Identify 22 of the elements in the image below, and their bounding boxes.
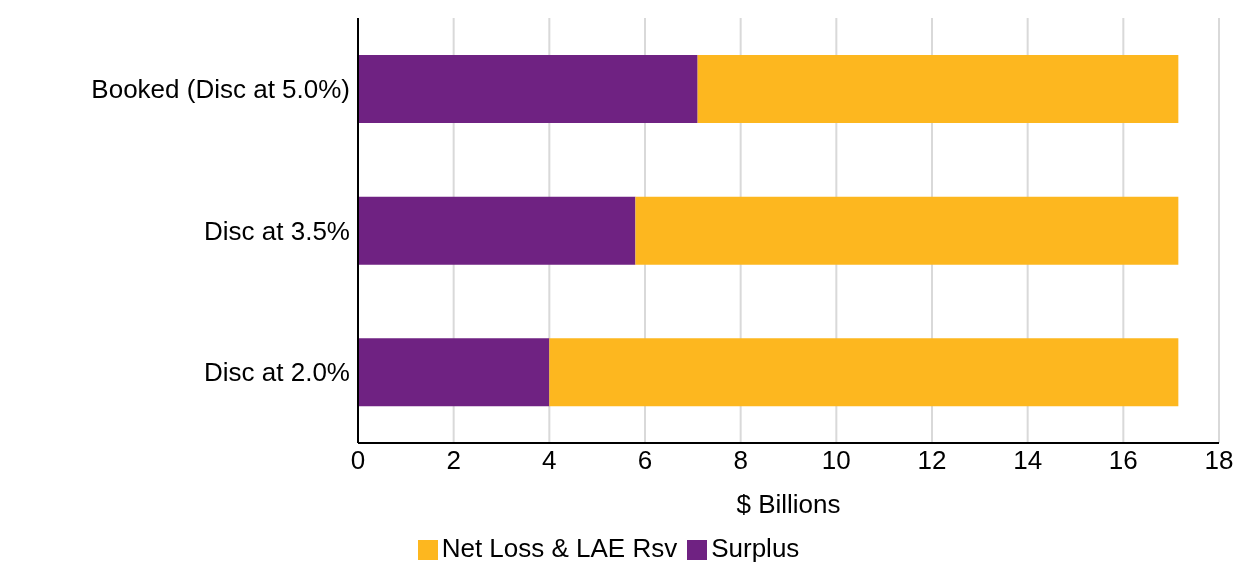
x-tick-label: 8 — [733, 445, 748, 476]
bar — [549, 338, 1179, 407]
x-tick-label: 16 — [1108, 445, 1138, 476]
bar — [358, 196, 636, 265]
bar — [358, 338, 550, 407]
x-tick-label: 12 — [917, 445, 947, 476]
x-tick-label: 4 — [542, 445, 557, 476]
bar — [358, 55, 698, 123]
x-tick-label: 2 — [446, 445, 461, 476]
x-tick-label: 0 — [350, 445, 366, 476]
y-tick-label: Disc at 2.0% — [204, 357, 350, 388]
y-tick-label: Disc at 3.5% — [204, 215, 350, 246]
legend-label: Net Loss & LAE Rsv — [441, 533, 678, 563]
y-tick-label: Booked (Disc at 5.0%) — [91, 74, 350, 105]
bar — [697, 55, 1179, 123]
x-tick-label: 18 — [1204, 445, 1234, 476]
x-tick-label: 10 — [821, 445, 851, 476]
x-axis-title: $ Billions — [736, 489, 841, 519]
x-tick-label: 6 — [637, 445, 653, 476]
x-tick-label: 14 — [1013, 445, 1043, 476]
legend-label: Surplus — [711, 533, 800, 563]
bar — [635, 196, 1179, 265]
